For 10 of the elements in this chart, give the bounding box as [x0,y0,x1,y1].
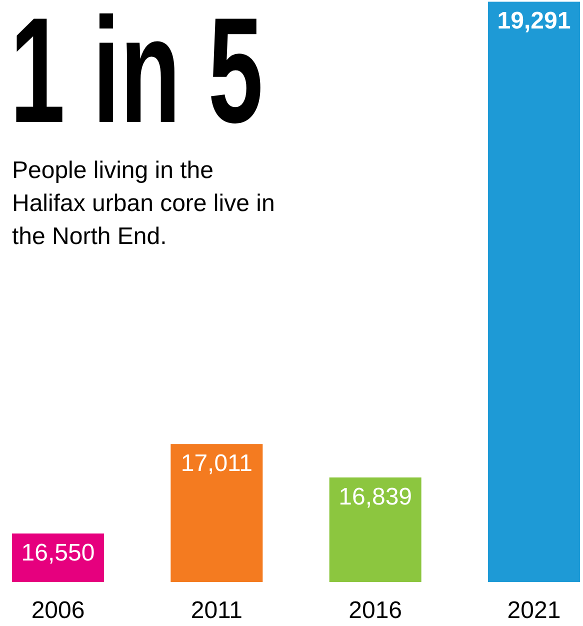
data-label: 17,011 [180,450,252,478]
data-label: 16,839 [338,483,412,510]
x-tick-label: 2006 [31,597,85,624]
data-label: 19,291 [497,8,571,35]
chart-title: 1 in 5 [10,0,264,154]
x-tick-label: 2016 [348,597,402,624]
x-tick-label: 2011 [190,597,242,624]
x-tick-label: 2021 [507,597,561,624]
text: People living in the Halifax urban core live in the North End. [12,157,275,250]
data-label: 16,550 [21,540,95,566]
